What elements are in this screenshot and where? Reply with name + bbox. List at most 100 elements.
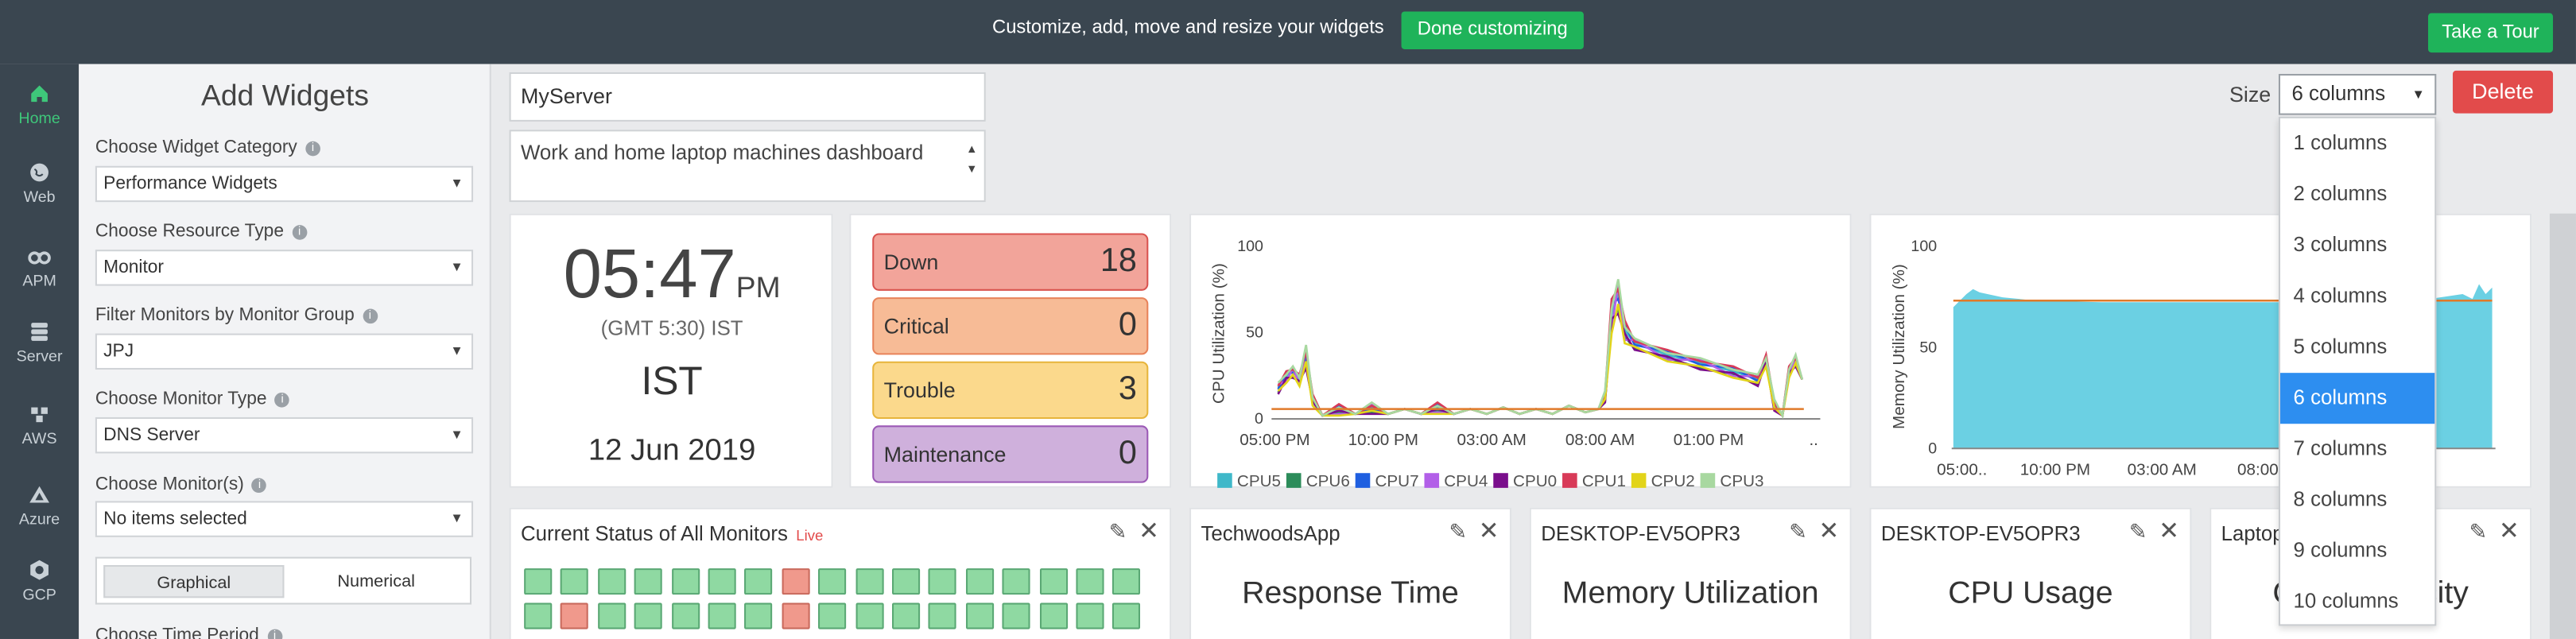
delete-button[interactable]: Delete bbox=[2452, 70, 2554, 114]
monitor-status-square[interactable] bbox=[671, 568, 700, 595]
monitor-status-square[interactable] bbox=[892, 602, 921, 629]
size-option[interactable]: 2 columns bbox=[2293, 182, 2388, 206]
monitor-status-square[interactable] bbox=[1039, 568, 1068, 595]
monitor-status-square[interactable] bbox=[1112, 602, 1141, 629]
nav-item-apm[interactable]: APM bbox=[0, 245, 79, 291]
size-option[interactable]: 3 columns bbox=[2293, 233, 2388, 257]
monitor-status-square[interactable] bbox=[1002, 602, 1030, 629]
nav-item-server[interactable]: Server bbox=[0, 320, 79, 366]
legend-label[interactable]: CPU1 bbox=[1582, 472, 1626, 490]
size-option[interactable]: 10 columns bbox=[2293, 589, 2399, 613]
monitor-status-square[interactable] bbox=[818, 568, 847, 595]
monitor-status-square[interactable] bbox=[561, 602, 589, 629]
numerical-option[interactable]: Numerical bbox=[337, 571, 415, 592]
widget-category-select[interactable]: Performance Widgets ▼ bbox=[95, 165, 474, 203]
legend-label[interactable]: CPU7 bbox=[1375, 472, 1418, 490]
monitor-status-square[interactable] bbox=[561, 568, 589, 595]
monitor-status-square[interactable] bbox=[965, 568, 994, 595]
size-option[interactable]: 4 columns bbox=[2293, 284, 2388, 308]
monitor-status-square[interactable] bbox=[818, 602, 847, 629]
status-box-down[interactable]: Down 18 bbox=[872, 233, 1149, 291]
globe-icon bbox=[30, 163, 48, 182]
size-option[interactable]: 6 columns bbox=[2280, 373, 2435, 424]
monitors-select[interactable]: No items selected ▼ bbox=[95, 501, 474, 537]
legend-label[interactable]: CPU6 bbox=[1306, 472, 1350, 490]
y-tick-label: 50 bbox=[1919, 339, 1937, 356]
size-option[interactable]: 5 columns bbox=[2293, 335, 2388, 358]
monitor-status-square[interactable] bbox=[671, 602, 700, 629]
monitor-status-square[interactable] bbox=[782, 568, 810, 595]
monitor-status-square[interactable] bbox=[597, 602, 626, 629]
edit-icon[interactable]: ✎ bbox=[2128, 519, 2147, 544]
close-icon[interactable]: ✕ bbox=[1478, 517, 1499, 546]
status-box-critical[interactable]: Critical 0 bbox=[872, 297, 1149, 355]
legend-label[interactable]: CPU0 bbox=[1513, 472, 1557, 490]
monitor-status-square[interactable] bbox=[929, 568, 957, 595]
monitor-status-square[interactable] bbox=[1112, 568, 1141, 595]
close-icon[interactable]: ✕ bbox=[2498, 517, 2520, 546]
edit-icon[interactable]: ✎ bbox=[1789, 519, 1807, 544]
monitor-status-square[interactable] bbox=[708, 602, 736, 629]
edit-icon[interactable]: ✎ bbox=[1449, 519, 1468, 544]
nav-item-azure[interactable]: Azure bbox=[0, 483, 79, 529]
scroll-down-icon[interactable]: ▼ bbox=[966, 164, 978, 176]
monitor-status-square[interactable] bbox=[892, 568, 921, 595]
size-option[interactable]: 8 columns bbox=[2293, 487, 2388, 511]
monitor-status-square[interactable] bbox=[634, 602, 663, 629]
legend-label[interactable]: CPU2 bbox=[1651, 472, 1695, 490]
close-icon[interactable]: ✕ bbox=[1138, 517, 1159, 546]
monitor-status-square[interactable] bbox=[744, 602, 773, 629]
edit-icon[interactable]: ✎ bbox=[2469, 519, 2488, 544]
size-option[interactable]: 9 columns bbox=[2293, 538, 2388, 562]
description-text: Work and home laptop machines dashboard bbox=[521, 141, 924, 165]
monitor-type-select[interactable]: DNS Server ▼ bbox=[95, 416, 474, 454]
y-tick-label: 100 bbox=[1911, 238, 1937, 255]
edit-icon[interactable]: ✎ bbox=[1108, 519, 1127, 544]
nav-item-aws[interactable]: AWS bbox=[0, 402, 79, 448]
status-summary-widget: Down 18 Critical 0 Trouble 3 Maintenance 0 bbox=[849, 213, 1172, 488]
clock-date: 12 Jun 2019 bbox=[588, 432, 756, 467]
resource-type-select[interactable]: Monitor ▼ bbox=[95, 250, 474, 286]
close-icon[interactable]: ✕ bbox=[2159, 517, 2180, 546]
monitor-status-square[interactable] bbox=[597, 568, 626, 595]
status-box-trouble[interactable]: Trouble 3 bbox=[872, 361, 1149, 420]
graphical-option[interactable]: Graphical bbox=[103, 564, 285, 598]
nav-item-gcp[interactable]: GCP bbox=[0, 559, 79, 605]
monitor-status-square[interactable] bbox=[855, 602, 883, 629]
dashboard-name-input[interactable]: MyServer bbox=[509, 72, 986, 122]
monitor-status-square[interactable] bbox=[1076, 602, 1104, 629]
info-icon: i bbox=[274, 392, 290, 408]
dashboard-description-input[interactable]: Work and home laptop machines dashboard … bbox=[509, 130, 986, 203]
monitor-status-square[interactable] bbox=[1002, 568, 1030, 595]
monitor-status-square[interactable] bbox=[1076, 568, 1104, 595]
page-scrollbar[interactable] bbox=[2549, 213, 2576, 639]
monitor-group-select[interactable]: JPJ ▼ bbox=[95, 333, 474, 370]
nav-item-home[interactable]: Home bbox=[0, 82, 79, 128]
monitor-status-square[interactable] bbox=[708, 568, 736, 595]
nav-item-web[interactable]: Web bbox=[0, 161, 79, 207]
resource-label: Choose Resource Type i bbox=[95, 222, 307, 242]
monitor-status-square[interactable] bbox=[782, 602, 810, 629]
monitor-status-square[interactable] bbox=[929, 602, 957, 629]
scroll-up-icon[interactable]: ▲ bbox=[966, 144, 978, 157]
monitor-status-square[interactable] bbox=[1039, 602, 1068, 629]
take-tour-button[interactable]: Take a Tour bbox=[2427, 13, 2554, 53]
legend-label[interactable]: CPU5 bbox=[1237, 472, 1281, 490]
size-option[interactable]: 7 columns bbox=[2293, 436, 2388, 460]
monitor-status-square[interactable] bbox=[744, 568, 773, 595]
monitor-status-square[interactable] bbox=[524, 602, 553, 629]
close-icon[interactable]: ✕ bbox=[1818, 517, 1840, 546]
done-customizing-button[interactable]: Done customizing bbox=[1401, 11, 1584, 50]
monitor-status-square[interactable] bbox=[524, 568, 553, 595]
status-box-maintenance[interactable]: Maintenance 0 bbox=[872, 425, 1149, 483]
status-label: Maintenance bbox=[883, 441, 1007, 467]
widget-monitor-name: TechwoodsApp bbox=[1201, 522, 1340, 546]
legend-label[interactable]: CPU3 bbox=[1720, 472, 1763, 490]
monitor-status-square[interactable] bbox=[965, 602, 994, 629]
size-option[interactable]: 1 columns bbox=[2293, 131, 2388, 155]
monitor-status-square[interactable] bbox=[855, 568, 883, 595]
size-select[interactable]: 6 columns ▼ bbox=[2278, 74, 2437, 115]
legend-label[interactable]: CPU4 bbox=[1444, 472, 1488, 490]
monitor-status-square[interactable] bbox=[634, 568, 663, 595]
live-badge: Live bbox=[796, 527, 824, 544]
